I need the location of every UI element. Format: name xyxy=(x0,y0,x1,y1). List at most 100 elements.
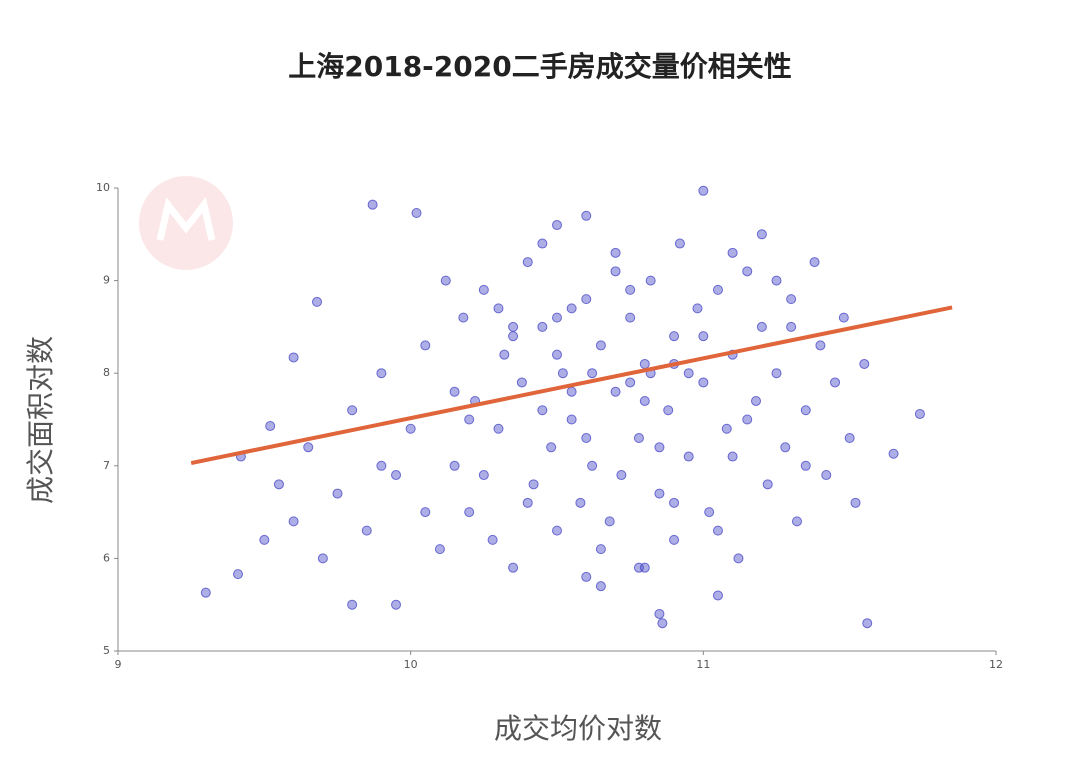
y-tick-label: 10 xyxy=(96,181,110,194)
point xyxy=(376,368,387,379)
y-axis-label: 成交面积对数 xyxy=(24,336,57,504)
point xyxy=(654,488,665,499)
point xyxy=(838,312,849,323)
point xyxy=(557,368,568,379)
point xyxy=(669,497,680,508)
point xyxy=(727,247,738,258)
point xyxy=(791,516,802,527)
point xyxy=(493,423,504,434)
point xyxy=(800,405,811,416)
point xyxy=(508,331,519,342)
point xyxy=(721,423,732,434)
point xyxy=(537,321,548,332)
point xyxy=(821,470,832,481)
point xyxy=(552,220,562,231)
point xyxy=(809,257,820,268)
point xyxy=(645,275,656,286)
point xyxy=(232,569,243,580)
point xyxy=(914,408,925,419)
point xyxy=(516,377,527,388)
y-tick-label: 9 xyxy=(103,274,110,287)
point xyxy=(522,257,533,268)
point xyxy=(449,460,460,471)
point xyxy=(332,488,343,499)
watermark-logo xyxy=(139,176,233,270)
point xyxy=(367,199,378,210)
y-tick-label: 7 xyxy=(103,459,110,472)
point xyxy=(288,352,299,363)
point xyxy=(391,599,402,610)
point xyxy=(727,451,738,462)
x-tick-label: 9 xyxy=(115,658,122,671)
point xyxy=(742,266,753,277)
point xyxy=(420,340,431,351)
point xyxy=(742,414,753,425)
point xyxy=(771,275,782,286)
point xyxy=(440,275,451,286)
trend-line xyxy=(190,305,953,465)
point xyxy=(751,395,762,406)
point xyxy=(522,497,533,508)
point xyxy=(259,534,270,545)
point xyxy=(288,516,299,527)
point xyxy=(566,414,577,425)
point xyxy=(581,294,592,305)
point xyxy=(303,442,314,453)
point xyxy=(458,312,469,323)
point xyxy=(712,590,723,601)
point xyxy=(537,405,548,416)
point xyxy=(780,442,791,453)
point xyxy=(610,247,621,258)
point xyxy=(663,405,674,416)
point xyxy=(698,377,709,388)
point xyxy=(546,442,557,453)
point xyxy=(844,433,855,444)
point xyxy=(361,525,372,536)
point xyxy=(654,442,665,453)
point xyxy=(595,581,606,592)
point xyxy=(683,368,694,379)
point xyxy=(771,368,782,379)
y-tick-label: 6 xyxy=(103,551,110,564)
point xyxy=(575,497,586,508)
point xyxy=(347,599,358,610)
point xyxy=(888,448,899,459)
point xyxy=(756,229,767,240)
point xyxy=(698,185,709,196)
point xyxy=(712,284,723,295)
point xyxy=(478,284,489,295)
point xyxy=(633,562,644,573)
point xyxy=(449,386,460,397)
x-tick-label: 12 xyxy=(989,658,1003,671)
point xyxy=(639,395,650,406)
point xyxy=(786,321,797,332)
point xyxy=(265,420,276,431)
y-tick-label: 5 xyxy=(103,644,110,657)
point xyxy=(830,377,841,388)
point xyxy=(552,312,562,323)
point xyxy=(625,284,636,295)
point xyxy=(669,331,680,342)
point xyxy=(595,544,606,555)
point xyxy=(587,460,598,471)
point xyxy=(464,507,475,518)
point xyxy=(312,296,323,307)
point xyxy=(528,479,539,490)
point xyxy=(478,470,489,481)
point xyxy=(508,321,519,332)
point xyxy=(862,618,873,629)
point xyxy=(420,507,431,518)
point xyxy=(654,608,665,619)
point xyxy=(762,479,773,490)
point xyxy=(347,405,358,416)
point xyxy=(756,321,767,332)
chart-title: 上海2018-2020二手房成交量价相关性 xyxy=(288,50,791,83)
point xyxy=(552,349,562,360)
point xyxy=(464,414,475,425)
point xyxy=(712,525,723,536)
point xyxy=(581,210,592,221)
point xyxy=(610,386,621,397)
point xyxy=(633,433,644,444)
y-tick-label: 8 xyxy=(103,366,110,379)
